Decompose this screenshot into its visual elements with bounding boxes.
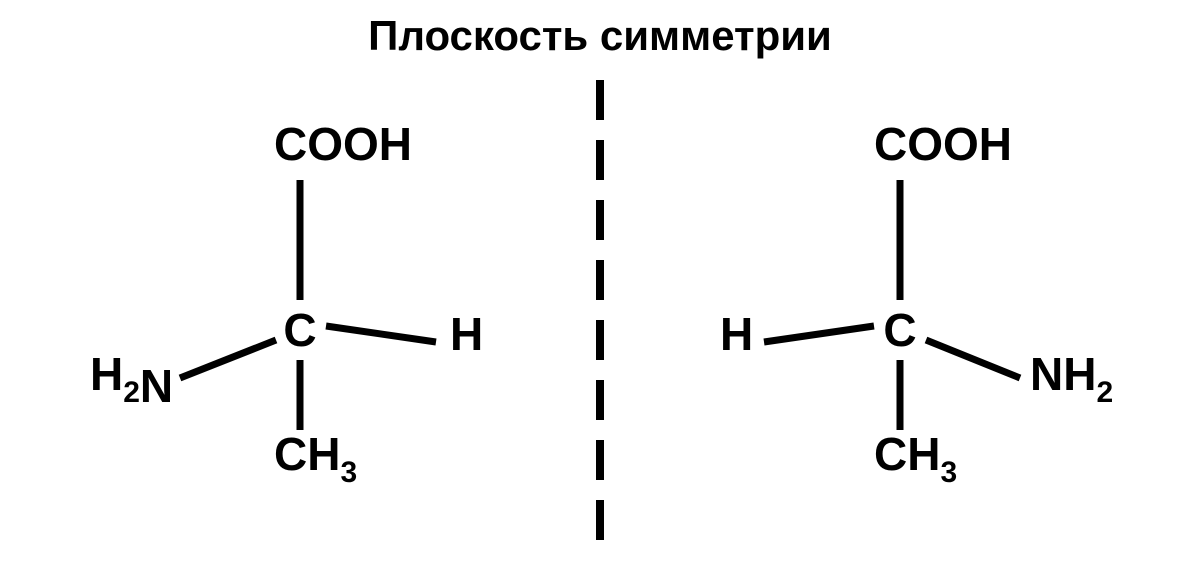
leftMolecule-group-left: H2N — [90, 348, 173, 412]
rightMolecule-group-right: NH2 — [1030, 348, 1113, 409]
page-title: Плоскость симметрии — [368, 12, 832, 59]
rightMolecule-group-bottom: CH3 — [874, 428, 957, 489]
rightMolecule-group-left: H — [720, 308, 753, 360]
leftMolecule-group-right: H — [450, 308, 483, 360]
rightMolecule-bond — [764, 326, 874, 342]
rightMolecule-center-carbon: C — [883, 304, 916, 356]
rightMolecule-bond — [926, 340, 1020, 378]
rightMolecule-group-top: COOH — [874, 118, 1012, 170]
leftMolecule-group-top: COOH — [274, 118, 412, 170]
leftMolecule-group-bottom: CH3 — [274, 428, 357, 489]
leftMolecule: C COOH CH3 H2N H — [90, 118, 483, 489]
leftMolecule-bond — [326, 326, 436, 342]
leftMolecule-bond — [180, 340, 276, 378]
leftMolecule-center-carbon: C — [283, 304, 316, 356]
rightMolecule: C COOH CH3 H NH2 — [720, 118, 1113, 489]
